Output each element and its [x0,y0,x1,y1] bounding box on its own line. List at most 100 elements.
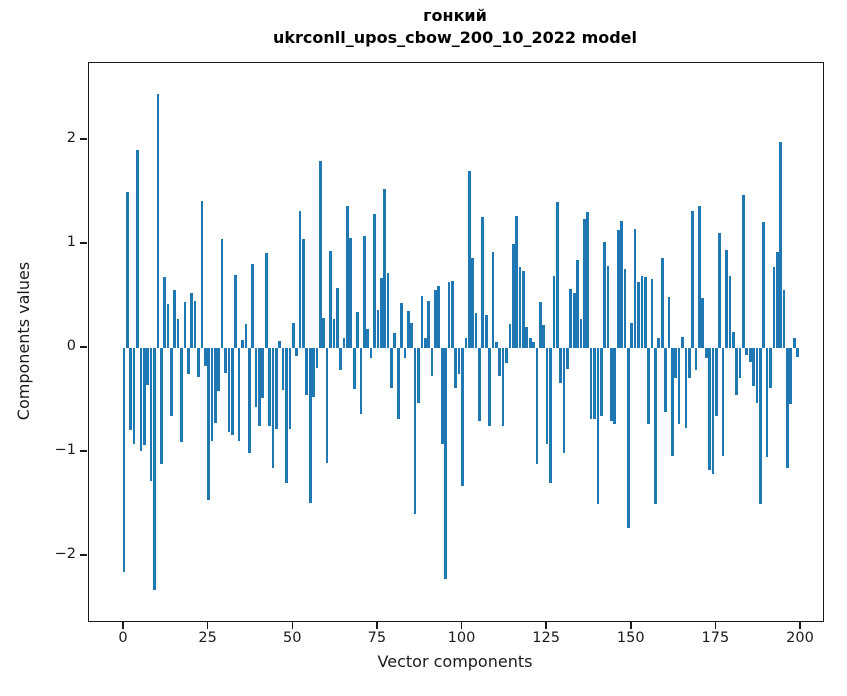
bar [325,348,329,464]
y-tick-mark [80,450,87,452]
bar [332,318,336,348]
bar [183,302,187,348]
bar [464,337,468,348]
x-tick-label: 75 [367,630,387,646]
bar [457,348,461,374]
bar [302,238,305,348]
bar [258,348,261,426]
bar [366,329,370,348]
bar [562,348,566,454]
bar [349,237,353,348]
x-tick-mark [545,621,547,629]
bar [613,348,617,424]
bar [156,94,160,348]
bar [721,348,725,457]
x-axis-label: Vector components [377,652,533,671]
bar [576,259,579,348]
bar [579,318,583,348]
bar [450,281,454,348]
bar [769,348,772,388]
chart-title-line2: ukrconll_upos_cbow_200_10_2022 model [272,28,638,47]
bar [745,348,749,356]
bar [599,348,603,416]
bar [596,348,600,504]
bar [789,348,793,405]
bar [627,348,630,528]
bar [410,323,414,348]
bar [142,348,146,445]
bar [782,289,786,348]
bar [759,348,762,504]
bar [742,195,745,348]
bar [698,205,701,348]
bar [356,311,359,348]
bar [637,282,640,348]
bar [765,348,769,458]
bar [481,216,485,348]
x-tick-mark [376,621,378,629]
bar [660,257,664,348]
bar [440,348,444,444]
plot-area [88,62,824,622]
bar [738,348,742,379]
bar [664,348,667,413]
bar [474,312,478,348]
bar [549,348,552,484]
bar [129,348,133,431]
bar [532,341,535,348]
bar [190,292,194,348]
bar [379,278,383,348]
bar [522,271,525,348]
bar [687,348,691,379]
bar [285,348,288,484]
bar [478,348,481,421]
chart-title: гонкий ukrconll_upos_cbow_200_10_2022 mo… [88,5,822,49]
x-tick-label: 200 [786,630,814,646]
bar [281,348,285,390]
bar [539,302,542,348]
x-tick-label: 100 [447,630,476,646]
bar [467,171,471,348]
bar [166,304,170,348]
bar [752,348,755,387]
bar [461,348,464,487]
bar [545,348,549,444]
bar [241,339,244,348]
bar [247,348,251,454]
bar [528,337,532,348]
bar [606,265,610,348]
bar-series [89,63,823,621]
bar [230,348,234,436]
bar [484,314,488,348]
bar [559,348,562,384]
bar [315,348,319,368]
bar [711,348,715,474]
bar [342,337,346,348]
bar [254,348,258,408]
bar [725,250,728,348]
bar [376,309,380,348]
bar [288,348,292,430]
bar [535,348,539,465]
bar [308,348,312,503]
bar [731,332,735,348]
bar [224,348,227,373]
bar [488,348,491,426]
bar [136,150,139,348]
x-tick-mark [122,621,124,629]
bar [586,211,590,348]
bar [583,219,586,348]
bar [555,202,559,348]
bar [393,333,397,348]
bar [633,229,637,348]
bar [383,188,386,348]
x-tick-label: 50 [283,630,302,646]
bar [271,348,275,468]
bar [657,337,661,348]
bar [261,348,265,398]
x-tick-label: 175 [701,630,730,646]
bar [569,288,573,348]
bar [369,348,373,359]
y-tick-label: 0 [66,337,76,354]
bar [268,348,271,426]
